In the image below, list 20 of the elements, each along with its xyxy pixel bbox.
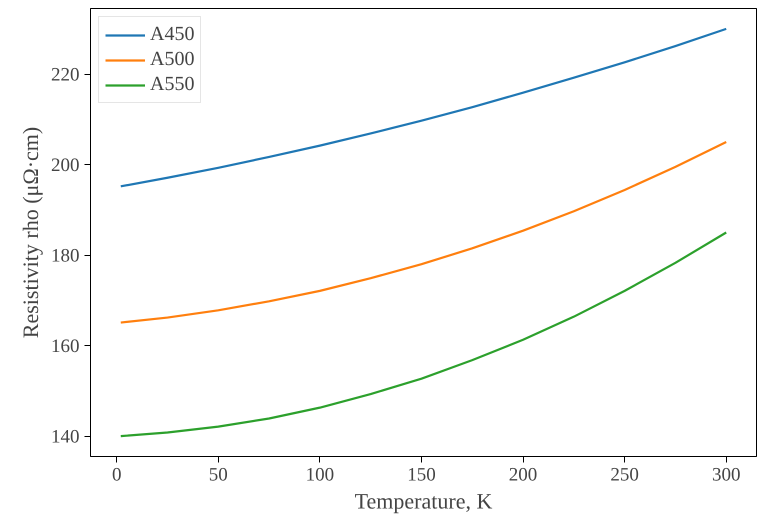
x-axis-title: Temperature, K (354, 488, 492, 514)
x-tick-label: 150 (407, 464, 436, 486)
y-tick-label: 160 (51, 336, 80, 358)
x-tick-label: 0 (112, 464, 122, 486)
line-series (120, 28, 728, 188)
x-tick-label: 250 (610, 464, 639, 486)
line-series (120, 231, 728, 438)
y-tick-label: 180 (51, 246, 80, 267)
x-tick-label: 100 (306, 464, 334, 486)
line-series (120, 140, 728, 324)
x-tick-label: 50 (208, 464, 228, 486)
legend-label: A450 (150, 23, 194, 46)
legend-label: A550 (150, 73, 194, 96)
y-tick-label: 140 (51, 426, 80, 448)
y-tick-label: 200 (51, 155, 80, 176)
y-axis-title: Resistivity rho (μΩ·cm) (18, 126, 43, 338)
x-tick-label: 300 (712, 464, 740, 486)
legend-label: A500 (150, 48, 194, 71)
y-tick-label: 220 (51, 64, 80, 86)
x-tick-label: 200 (508, 464, 538, 486)
